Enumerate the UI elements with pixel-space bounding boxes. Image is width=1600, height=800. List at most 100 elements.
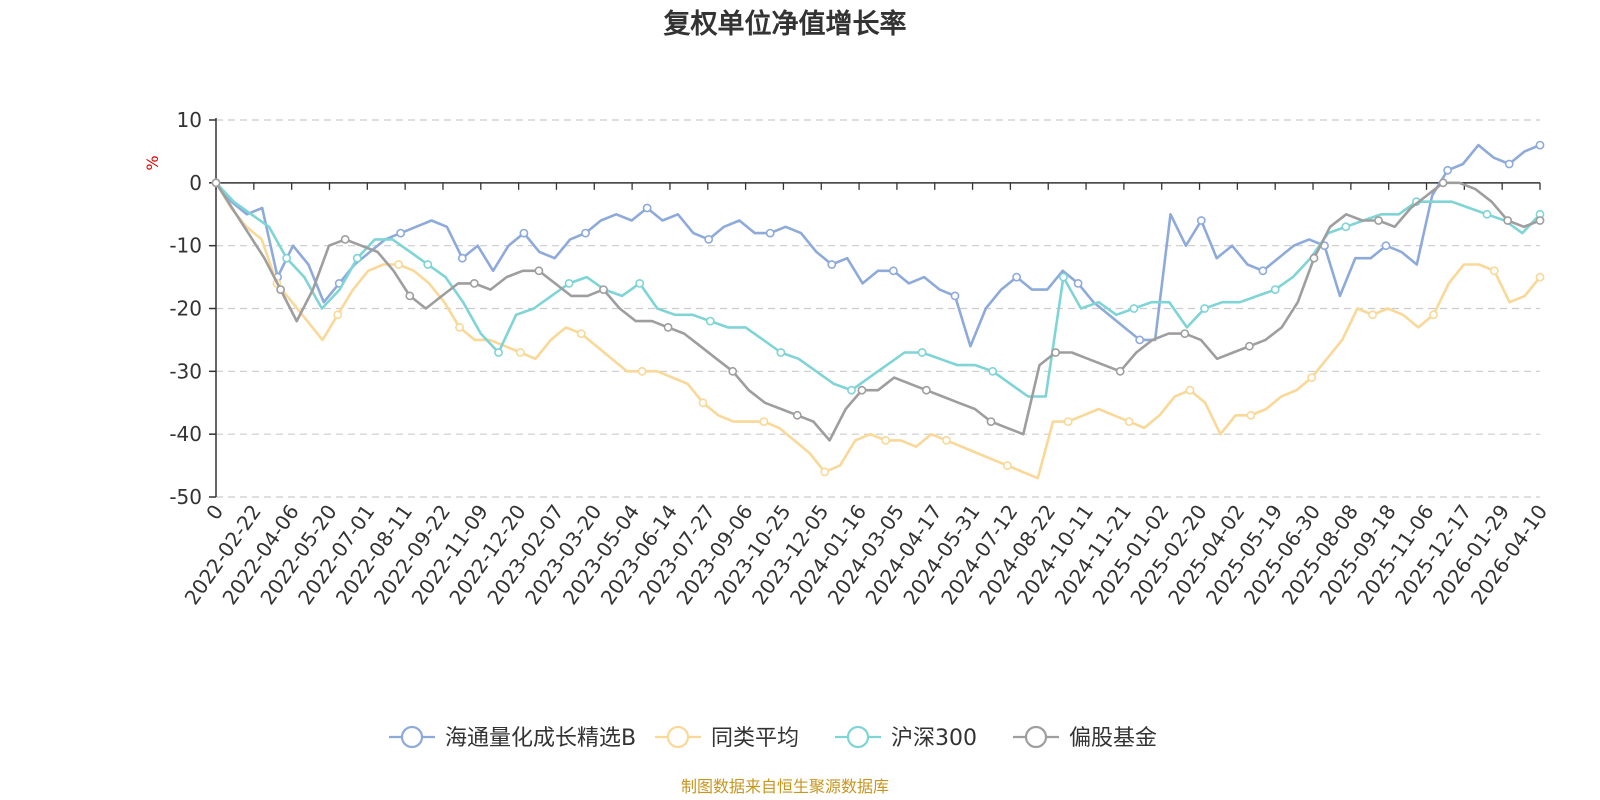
data-point[interactable] bbox=[889, 266, 898, 276]
data-point[interactable] bbox=[1124, 417, 1134, 426]
data-point[interactable] bbox=[705, 316, 715, 326]
data-point[interactable] bbox=[765, 228, 775, 238]
data-point[interactable] bbox=[704, 234, 714, 244]
data-point[interactable] bbox=[534, 266, 544, 276]
data-point[interactable] bbox=[1438, 178, 1448, 188]
data-point[interactable] bbox=[759, 417, 769, 426]
data-point[interactable] bbox=[988, 366, 998, 376]
data-point[interactable] bbox=[352, 253, 362, 263]
data-point[interactable] bbox=[1051, 348, 1060, 357]
legend-marker bbox=[400, 725, 424, 749]
data-point[interactable] bbox=[564, 278, 574, 288]
legend: 海通量化成长精选B 同类平均 沪深300 偏股基金 bbox=[389, 725, 1157, 751]
data-point[interactable] bbox=[881, 435, 890, 445]
legend-item-4[interactable]: 偏股基金 bbox=[1013, 725, 1157, 751]
data-point[interactable] bbox=[776, 348, 786, 357]
data-point[interactable] bbox=[1115, 366, 1125, 376]
data-point[interactable] bbox=[728, 366, 738, 376]
data-point[interactable] bbox=[698, 398, 708, 408]
series-2 bbox=[211, 178, 1545, 480]
data-point[interactable] bbox=[494, 348, 503, 357]
data-point[interactable] bbox=[581, 228, 590, 238]
data-point[interactable] bbox=[1185, 385, 1195, 395]
data-point[interactable] bbox=[1063, 417, 1073, 426]
legend-item-2[interactable]: 同类平均 bbox=[655, 725, 799, 751]
data-point[interactable] bbox=[922, 385, 931, 395]
data-point[interactable] bbox=[820, 467, 830, 477]
data-point[interactable] bbox=[333, 310, 343, 320]
data-point[interactable] bbox=[1503, 216, 1513, 225]
data-point[interactable] bbox=[576, 329, 586, 338]
data-point[interactable] bbox=[1381, 241, 1391, 251]
data-point[interactable] bbox=[792, 410, 802, 420]
data-point[interactable] bbox=[276, 285, 285, 294]
data-point[interactable] bbox=[635, 278, 645, 288]
data-point[interactable] bbox=[1059, 272, 1068, 282]
data-point[interactable] bbox=[857, 385, 867, 395]
data-point[interactable] bbox=[282, 253, 291, 263]
data-point[interactable] bbox=[1489, 266, 1499, 276]
data-point[interactable] bbox=[1374, 216, 1383, 225]
data-point[interactable] bbox=[986, 417, 996, 426]
data-point[interactable] bbox=[519, 228, 529, 238]
data-point[interactable] bbox=[1309, 253, 1319, 263]
y-tick-label: -40 bbox=[169, 422, 202, 446]
data-point[interactable] bbox=[516, 348, 525, 357]
data-point[interactable] bbox=[455, 322, 464, 332]
data-point[interactable] bbox=[827, 260, 837, 269]
y-tick-label: 10 bbox=[177, 108, 202, 132]
data-point[interactable] bbox=[642, 203, 652, 213]
data-point[interactable] bbox=[1246, 410, 1256, 420]
data-point[interactable] bbox=[942, 435, 951, 445]
data-point[interactable] bbox=[396, 228, 406, 238]
data-point[interactable] bbox=[1429, 310, 1438, 320]
data-point[interactable] bbox=[1368, 310, 1377, 320]
x-tick-label: 0 bbox=[201, 500, 228, 524]
data-point[interactable] bbox=[1307, 373, 1317, 382]
data-point[interactable] bbox=[1245, 341, 1254, 351]
legend-item-3[interactable]: 沪深300 bbox=[835, 725, 977, 751]
data-point[interactable] bbox=[1443, 165, 1452, 175]
data-point[interactable] bbox=[1196, 216, 1206, 225]
data-point[interactable] bbox=[423, 260, 433, 269]
data-point[interactable] bbox=[457, 253, 467, 263]
data-point[interactable] bbox=[599, 285, 608, 294]
data-point[interactable] bbox=[1012, 272, 1021, 282]
data-point[interactable] bbox=[1535, 272, 1545, 282]
data-point[interactable] bbox=[1270, 285, 1280, 294]
legend-label: 同类平均 bbox=[711, 726, 799, 751]
data-point[interactable] bbox=[1129, 304, 1139, 313]
y-tick-label: -30 bbox=[169, 359, 202, 383]
data-point[interactable] bbox=[1073, 278, 1083, 288]
data-point[interactable] bbox=[1258, 266, 1268, 276]
legend-item-1[interactable]: 海通量化成长精选B bbox=[389, 725, 636, 751]
data-point[interactable] bbox=[1180, 329, 1190, 338]
legend-label: 沪深300 bbox=[891, 726, 977, 751]
legend-label: 海通量化成长精选B bbox=[445, 726, 636, 751]
data-point[interactable] bbox=[663, 322, 673, 332]
data-point[interactable] bbox=[1504, 159, 1514, 169]
series-line[interactable] bbox=[214, 181, 1542, 480]
legend-marker bbox=[666, 725, 690, 749]
data-point[interactable] bbox=[469, 278, 479, 288]
data-point[interactable] bbox=[211, 178, 221, 188]
data-point[interactable] bbox=[1535, 216, 1545, 225]
y-tick-label: -20 bbox=[169, 297, 202, 321]
data-point[interactable] bbox=[1341, 222, 1351, 232]
data-point[interactable] bbox=[1003, 461, 1012, 470]
chart-title: 复权单位净值增长率 bbox=[664, 8, 907, 40]
data-point[interactable] bbox=[1200, 304, 1209, 313]
data-point[interactable] bbox=[637, 366, 647, 376]
data-point[interactable] bbox=[917, 348, 927, 357]
data-point[interactable] bbox=[1135, 335, 1145, 345]
series-line[interactable] bbox=[214, 181, 1542, 442]
data-point[interactable] bbox=[847, 385, 856, 395]
data-point[interactable] bbox=[394, 260, 403, 269]
data-point[interactable] bbox=[950, 291, 960, 301]
data-point[interactable] bbox=[405, 291, 415, 301]
data-point[interactable] bbox=[340, 234, 350, 244]
data-point[interactable] bbox=[1482, 209, 1492, 219]
data-point[interactable] bbox=[1535, 140, 1545, 150]
